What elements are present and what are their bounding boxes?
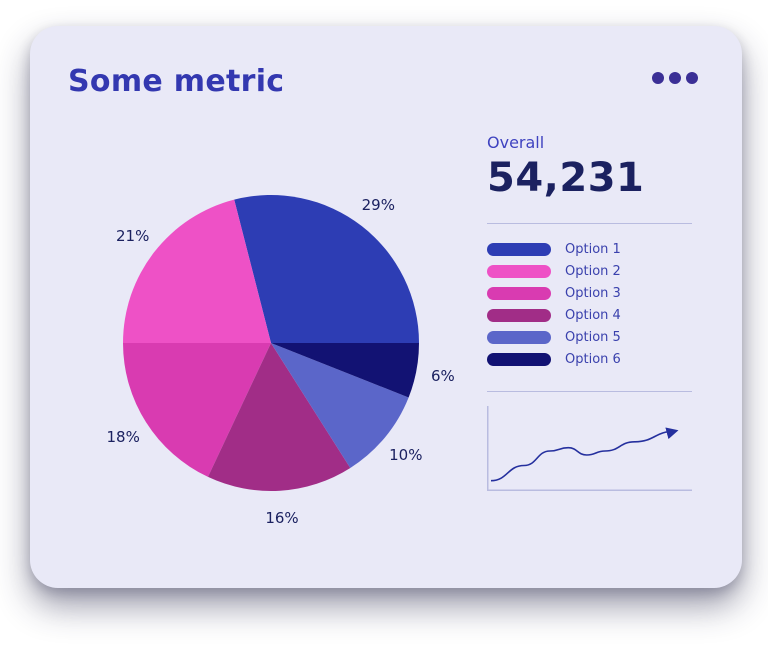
legend-label: Option 5 bbox=[565, 330, 621, 345]
pie-slice-option-4[interactable] bbox=[207, 343, 351, 491]
legend-label: Option 6 bbox=[565, 352, 621, 367]
more-options-button[interactable] bbox=[652, 64, 698, 92]
pie-chart: 29% 21% 18% 16% 10% 6% bbox=[56, 99, 487, 543]
pie-slice-option-6[interactable] bbox=[271, 343, 419, 398]
legend: Option 1 Option 2 Option 3 Option 4 Opti… bbox=[487, 242, 692, 367]
pie-chart-svg: 29% 21% 18% 16% 10% 6% bbox=[107, 194, 455, 527]
pie-percent-label: 18% bbox=[107, 428, 140, 446]
page-title: Some metric bbox=[68, 64, 285, 99]
legend-label: Option 3 bbox=[565, 286, 621, 301]
legend-item-option-1[interactable]: Option 1 bbox=[487, 242, 692, 257]
pie-percent-label: 29% bbox=[362, 196, 395, 214]
overall-label: Overall bbox=[487, 133, 545, 152]
pie-percent-label: 16% bbox=[265, 509, 298, 527]
pie-slice-option-2[interactable] bbox=[123, 199, 271, 343]
ellipsis-icon bbox=[669, 72, 681, 84]
legend-swatch bbox=[487, 331, 551, 344]
legend-label: Option 1 bbox=[565, 242, 621, 257]
pie-percent-label: 10% bbox=[389, 446, 422, 464]
legend-swatch bbox=[487, 243, 551, 256]
sparkline-path bbox=[490, 427, 679, 482]
legend-swatch bbox=[487, 309, 551, 322]
metric-card: Some metric 29% 21% 18% 16% 10% 6% Overall 54… bbox=[30, 26, 742, 588]
card-header: Some metric bbox=[30, 26, 742, 99]
legend-label: Option 4 bbox=[565, 308, 621, 323]
divider bbox=[487, 223, 692, 224]
pie-percent-label: 21% bbox=[116, 227, 149, 245]
legend-item-option-4[interactable]: Option 4 bbox=[487, 308, 692, 323]
legend-swatch bbox=[487, 265, 551, 278]
trend-sparkline-svg bbox=[487, 406, 692, 491]
ellipsis-icon bbox=[652, 72, 664, 84]
legend-label: Option 2 bbox=[565, 264, 621, 279]
pie-slice-option-3[interactable] bbox=[123, 343, 271, 477]
trend-sparkline bbox=[487, 406, 692, 491]
card-body: 29% 21% 18% 16% 10% 6% Overall 54,231 Option … bbox=[30, 99, 742, 543]
ellipsis-icon bbox=[686, 72, 698, 84]
divider bbox=[487, 391, 692, 392]
pie-percent-label: 6% bbox=[431, 367, 455, 385]
legend-item-option-2[interactable]: Option 2 bbox=[487, 264, 692, 279]
pie-slice-option-1[interactable] bbox=[234, 194, 419, 343]
legend-swatch bbox=[487, 287, 551, 300]
legend-swatch bbox=[487, 353, 551, 366]
pie-slice-option-5[interactable] bbox=[271, 343, 409, 468]
legend-item-option-6[interactable]: Option 6 bbox=[487, 352, 692, 367]
summary-panel: Overall 54,231 Option 1 Option 2 Option … bbox=[487, 99, 692, 543]
overall-value: 54,231 bbox=[487, 155, 645, 201]
legend-item-option-3[interactable]: Option 3 bbox=[487, 286, 692, 301]
legend-item-option-5[interactable]: Option 5 bbox=[487, 330, 692, 345]
sparkline-axes bbox=[487, 406, 692, 491]
